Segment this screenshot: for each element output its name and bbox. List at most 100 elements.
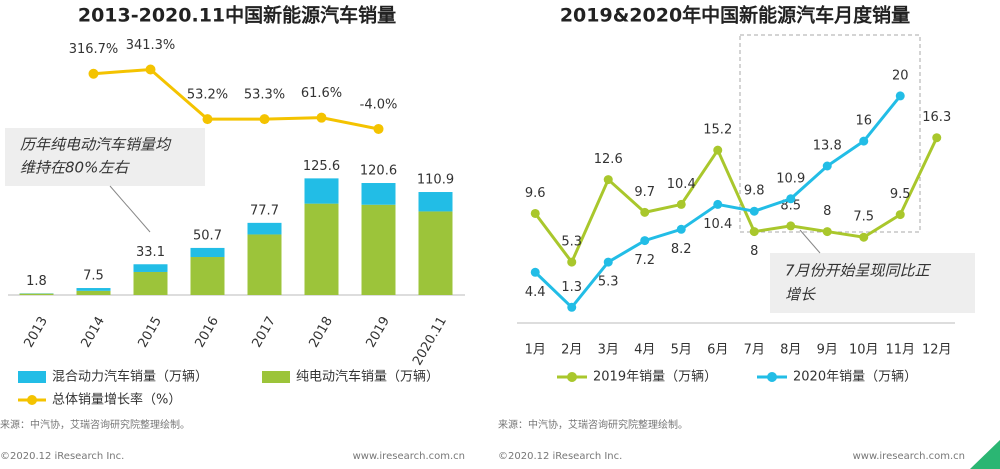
total-label: 110.9 (417, 173, 454, 188)
x-tick-label: 2019 (363, 314, 393, 350)
data-label: 341.3% (126, 38, 176, 53)
x-tick-label: 2016 (192, 314, 222, 350)
note-box (770, 253, 975, 313)
bar-segment (361, 204, 396, 295)
series-point (932, 133, 942, 143)
x-tick-label: 3月 (598, 343, 619, 358)
data-label: 8 (750, 244, 758, 259)
x-tick-label: 2月 (561, 343, 582, 358)
total-label: 7.5 (83, 269, 104, 284)
data-label: 53.3% (244, 88, 285, 103)
growth-line (93, 67, 379, 131)
annotation: 历年纯电动汽车销量均 (20, 136, 172, 154)
data-label: 10.4 (667, 177, 696, 192)
annotation: 维持在80%左右 (20, 159, 130, 177)
data-label: 20 (892, 68, 909, 83)
note-box (5, 128, 205, 186)
series-point (676, 224, 686, 234)
series-point (640, 236, 650, 246)
source: 来源：中汽协，艾瑞咨询研究院整理绘制。 (498, 418, 688, 431)
data-label: 8.5 (780, 198, 801, 213)
x-tick-label: 1月 (525, 343, 546, 358)
data-label: -4.0% (360, 97, 398, 112)
growth-point (145, 64, 156, 75)
copyright: ©2020.12 iResearch Inc. (0, 451, 124, 462)
growth-point (316, 112, 327, 123)
data-label: 9.7 (634, 185, 655, 200)
series-point (530, 267, 540, 277)
legend-swatch (27, 395, 37, 405)
series-point (530, 208, 540, 218)
data-label: 5.3 (561, 235, 582, 250)
data-label: 316.7% (69, 42, 119, 57)
x-tick-label: 7月 (744, 343, 765, 358)
series-line (534, 137, 939, 266)
legend-label: 纯电动汽车销量（万辆） (296, 369, 439, 385)
x-tick-label: 2017 (249, 314, 279, 350)
series-point (676, 199, 686, 209)
total-label: 50.7 (193, 228, 222, 243)
data-label: 10.4 (703, 217, 732, 232)
total-label: 77.7 (250, 203, 279, 218)
annotation: 增长 (785, 286, 816, 304)
legend-swatch (767, 372, 777, 382)
bar-segment (133, 264, 168, 272)
copyright: ©2020.12 iResearch Inc. (498, 451, 622, 462)
series-point (640, 207, 650, 217)
data-label: 5.3 (598, 275, 619, 290)
bar-segment (133, 271, 168, 295)
series-point (713, 199, 723, 209)
corner-decoration (970, 440, 1000, 469)
bar-segment (418, 211, 453, 295)
x-tick-label: 11月 (885, 343, 915, 358)
x-tick-label: 12月 (922, 343, 952, 358)
bar-segment (76, 290, 111, 295)
x-tick-label: 2020.11 (410, 314, 450, 368)
bar-segment (76, 288, 111, 291)
bar-segment (418, 192, 453, 212)
x-tick-label: 2013 (21, 314, 51, 350)
bar-segment (361, 183, 396, 205)
data-label: 7.2 (634, 253, 655, 268)
bar-segment (247, 234, 282, 295)
data-label: 12.6 (594, 152, 623, 167)
series-point (822, 161, 832, 171)
series-point (859, 136, 869, 146)
legend-label: 2019年销量（万辆） (593, 370, 717, 385)
data-label: 1.3 (561, 280, 582, 295)
legend-swatch (262, 371, 290, 383)
note-pointer (109, 185, 151, 233)
growth-point (202, 114, 213, 125)
series-point (895, 210, 905, 220)
x-tick-label: 6月 (707, 343, 728, 358)
data-label: 4.4 (525, 285, 546, 300)
growth-point (88, 68, 99, 79)
series-point (713, 145, 723, 155)
data-label: 16 (855, 114, 872, 129)
bar-segment (304, 178, 339, 204)
total-label: 120.6 (360, 164, 397, 179)
total-label: 33.1 (136, 245, 165, 260)
x-tick-label: 2015 (135, 314, 165, 350)
data-label: 13.8 (813, 139, 842, 154)
legend-label: 混合动力汽车销量（万辆） (52, 369, 208, 385)
data-label: 8 (823, 204, 831, 219)
bar-segment (190, 247, 225, 258)
data-label: 61.6% (301, 86, 342, 101)
data-label: 16.3 (922, 110, 951, 125)
series-point (567, 302, 577, 312)
total-label: 125.6 (303, 159, 340, 174)
x-tick-label: 8月 (780, 343, 801, 358)
bar-segment (19, 293, 54, 295)
series-point (786, 194, 796, 204)
series-point (603, 257, 613, 267)
x-tick-label: 2014 (78, 314, 108, 350)
note-pointer (799, 229, 821, 254)
x-tick-label: 9月 (817, 343, 838, 358)
series-point (749, 206, 759, 216)
legend-label: 2020年销量（万辆） (793, 370, 917, 385)
chart-title: 2013-2020.11中国新能源汽车销量 (78, 4, 396, 27)
data-label: 15.2 (703, 123, 732, 138)
bar-segment (247, 222, 282, 235)
